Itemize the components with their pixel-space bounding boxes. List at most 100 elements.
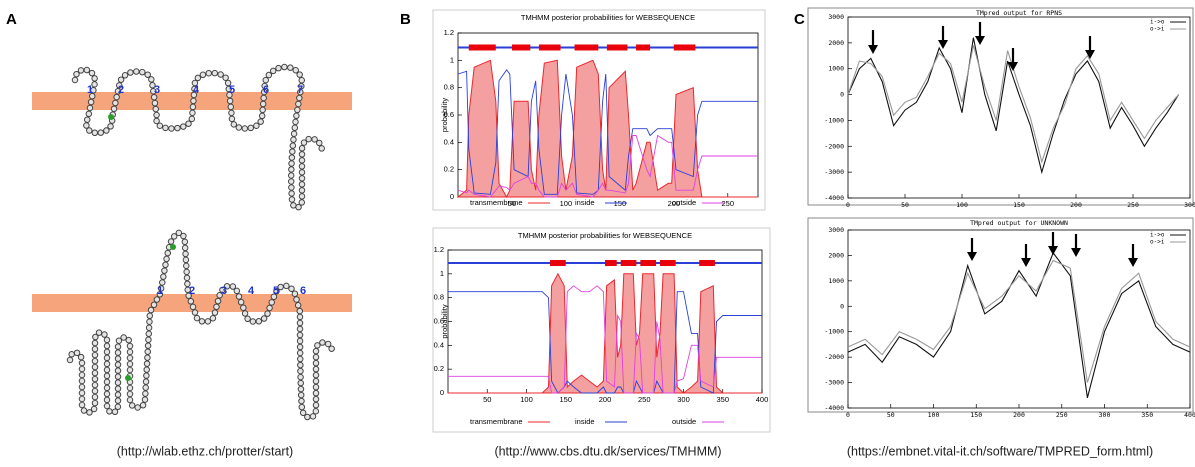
y-tick-label: -2000 — [824, 142, 844, 150]
residue-marker — [108, 114, 114, 120]
snake-plot-bottom — [32, 229, 352, 421]
peptide-chain — [66, 229, 336, 421]
y-tick-label: 0 — [450, 192, 454, 201]
x-tick-label: 300 — [1099, 411, 1111, 419]
topology-segment — [673, 44, 696, 51]
topology-segment — [468, 44, 496, 51]
helix-number: 2 — [189, 285, 195, 297]
legend-label: i->o — [1150, 232, 1165, 239]
y-tick-label: 1 — [450, 55, 454, 64]
y-tick-label: 0 — [440, 388, 444, 397]
y-tick-label: 2000 — [828, 251, 844, 259]
caption: (http://www.cbs.dtu.dk/services/TMHMM) — [494, 444, 721, 458]
chart: TMHMM posterior probabilities for WEBSEQ… — [432, 9, 766, 211]
x-tick-label: 250 — [638, 395, 651, 404]
chart: TMpred output for UNKNOWN -4000 -3000 -2000… — [807, 217, 1195, 419]
helix-number: 3 — [154, 84, 160, 96]
y-tick-label: 1000 — [828, 65, 844, 73]
area-series — [448, 272, 762, 394]
line-series — [457, 69, 758, 195]
y-tick-label: 2000 — [828, 39, 844, 47]
helix-number: 4 — [248, 285, 255, 297]
helix-number: 2 — [118, 84, 124, 96]
arrow — [1071, 234, 1081, 257]
x-tick-label: 350 — [716, 395, 729, 404]
topology-segment — [699, 260, 715, 267]
peak-arrows — [868, 22, 1138, 267]
residue-marker — [170, 244, 176, 250]
residue-marker — [125, 375, 131, 381]
y-tick-label: -1000 — [824, 116, 844, 124]
peptide-chain — [72, 64, 325, 210]
line-series — [847, 259, 1191, 383]
x-tick-label: 50 — [887, 411, 895, 419]
panel-label: B — [400, 11, 411, 28]
chart: TMpred output for RPNS -4000 -3000 -2000 -10… — [807, 7, 1195, 209]
line-series — [847, 37, 1180, 175]
helix-number: 6 — [263, 84, 269, 96]
topology-segment — [606, 44, 628, 51]
x-tick-label: 350 — [1141, 411, 1153, 419]
helix-number: 3 — [221, 285, 227, 297]
x-tick-label: 400 — [756, 395, 769, 404]
legend-label: inside — [575, 417, 595, 426]
legend-label: i->o — [1150, 19, 1165, 26]
helix-number: 5 — [273, 285, 279, 297]
arrow — [938, 26, 948, 49]
legend-label: transmembrane — [470, 417, 523, 426]
caption: (https://embnet.vital-it.ch/software/TMP… — [847, 444, 1153, 458]
helix-number: 7 — [297, 84, 303, 96]
arrow — [967, 238, 977, 261]
y-tick-label: 0.2 — [444, 165, 454, 174]
panel-label: A — [6, 11, 17, 28]
x-tick-label: 100 — [928, 411, 940, 419]
x-tick-label: 300 — [677, 395, 690, 404]
topology-segment — [620, 260, 637, 267]
y-tick-label: 0.4 — [444, 137, 454, 146]
x-tick-label: 100 — [560, 199, 573, 208]
arrow — [868, 30, 878, 54]
y-tick-label: 1.2 — [434, 245, 444, 254]
x-tick-label: 200 — [1070, 201, 1082, 209]
line-series — [847, 251, 1191, 398]
y-tick-label: -3000 — [824, 168, 844, 176]
x-tick-label: 0 — [846, 201, 850, 209]
line-series — [457, 134, 758, 198]
line-series — [448, 285, 762, 394]
x-tick-label: 250 — [722, 199, 735, 208]
x-tick-label: 300 — [1184, 201, 1195, 209]
y-tick-label: -4000 — [824, 404, 844, 412]
chart-title: TMpred output for RPNS — [976, 9, 1062, 17]
helix-number: 1 — [157, 285, 163, 297]
y-axis-label: probability — [440, 98, 449, 132]
x-tick-label: 400 — [1184, 411, 1195, 419]
arrow — [1008, 48, 1018, 71]
legend-label: outside — [672, 198, 696, 207]
chart-title: TMpred output for UNKNOWN — [970, 219, 1068, 227]
y-tick-label: 0 — [840, 91, 844, 99]
legend-label: outside — [672, 417, 696, 426]
x-tick-label: 200 — [1013, 411, 1025, 419]
y-tick-label: 0.6 — [444, 110, 454, 119]
y-tick-label: -1000 — [824, 328, 844, 336]
y-tick-label: -2000 — [824, 353, 844, 361]
topology-segment — [550, 260, 566, 267]
chart-frame — [807, 217, 1194, 413]
topology-segment — [574, 44, 599, 51]
y-tick-label: 0.4 — [434, 340, 444, 349]
x-tick-label: 150 — [1013, 201, 1025, 209]
y-tick-label: 3000 — [828, 226, 844, 234]
snake-plot-top — [32, 63, 352, 211]
legend-label: o->i — [1150, 239, 1165, 246]
y-tick-label: 1000 — [828, 277, 844, 285]
arrow — [1021, 244, 1031, 267]
caption: (http://wlab.ethz.ch/protter/start) — [117, 444, 293, 458]
y-tick-label: -3000 — [824, 379, 844, 387]
y-tick-label: 1 — [440, 269, 444, 278]
chart-title: TMHMM posterior probabilities for WEBSEQ… — [521, 13, 695, 22]
x-tick-label: 150 — [559, 395, 572, 404]
x-tick-label: 50 — [901, 201, 909, 209]
topology-segment — [538, 44, 561, 51]
x-tick-label: 100 — [520, 395, 533, 404]
